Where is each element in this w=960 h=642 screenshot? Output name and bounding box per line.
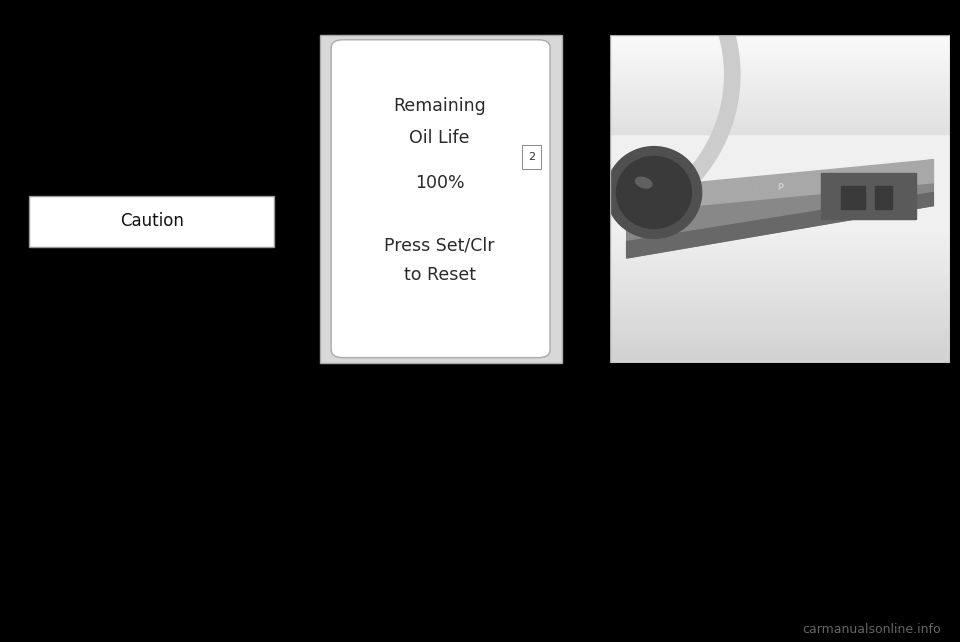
Circle shape: [616, 157, 691, 229]
Bar: [610, 300, 950, 304]
Bar: [610, 327, 950, 330]
FancyBboxPatch shape: [522, 145, 541, 169]
Ellipse shape: [636, 177, 652, 188]
Bar: [610, 62, 950, 65]
Bar: [610, 45, 950, 48]
Bar: [610, 127, 950, 130]
Bar: [610, 78, 950, 81]
Bar: [610, 320, 950, 324]
Bar: [610, 68, 950, 71]
Bar: [610, 65, 950, 68]
Bar: [610, 350, 950, 353]
FancyBboxPatch shape: [29, 196, 274, 247]
Bar: [610, 245, 950, 248]
Bar: [610, 261, 950, 265]
Bar: [610, 317, 950, 320]
Bar: [841, 186, 865, 209]
Bar: [610, 252, 950, 255]
FancyBboxPatch shape: [320, 35, 562, 363]
Circle shape: [606, 146, 702, 238]
Text: carmanualsonline.info: carmanualsonline.info: [803, 623, 941, 636]
Bar: [610, 258, 950, 261]
Text: Press Set/Clr: Press Set/Clr: [384, 237, 495, 255]
Bar: [610, 42, 950, 45]
FancyBboxPatch shape: [331, 40, 550, 358]
Bar: [610, 304, 950, 307]
Bar: [610, 232, 950, 235]
Text: Caution: Caution: [120, 213, 183, 230]
Bar: [610, 248, 950, 252]
Bar: [610, 71, 950, 74]
Bar: [610, 94, 950, 98]
Bar: [610, 35, 950, 39]
Bar: [610, 85, 950, 88]
Bar: [610, 58, 950, 62]
Bar: [610, 265, 950, 268]
Bar: [610, 74, 950, 78]
Bar: [610, 39, 950, 42]
Bar: [610, 330, 950, 333]
Bar: [610, 324, 950, 327]
Bar: [610, 268, 950, 271]
Bar: [610, 55, 950, 58]
Bar: [610, 333, 950, 336]
Bar: [610, 255, 950, 258]
Bar: [610, 52, 950, 55]
Text: P: P: [777, 183, 783, 192]
Bar: [610, 238, 950, 241]
Bar: [610, 297, 950, 300]
Bar: [610, 101, 950, 104]
Bar: [610, 48, 950, 52]
Bar: [610, 241, 950, 245]
Bar: [610, 104, 950, 107]
Bar: [610, 314, 950, 317]
Polygon shape: [627, 160, 933, 258]
Bar: [610, 281, 950, 284]
Bar: [610, 274, 950, 277]
Bar: [610, 124, 950, 127]
Bar: [610, 340, 950, 343]
Bar: [610, 130, 950, 134]
Text: 2: 2: [528, 152, 536, 162]
Bar: [610, 347, 950, 350]
Bar: [610, 294, 950, 297]
Bar: [610, 360, 950, 363]
Bar: [610, 310, 950, 314]
Bar: [610, 353, 950, 356]
Bar: [610, 235, 950, 238]
Bar: [610, 288, 950, 291]
Text: to Reset: to Reset: [403, 266, 476, 284]
Bar: [610, 356, 950, 360]
Text: 100%: 100%: [415, 174, 465, 192]
Bar: [610, 81, 950, 85]
Polygon shape: [627, 193, 933, 258]
Bar: [610, 121, 950, 124]
Bar: [610, 307, 950, 310]
Bar: [610, 88, 950, 91]
Text: Oil Life: Oil Life: [409, 129, 470, 147]
Bar: [610, 291, 950, 294]
Bar: [610, 336, 950, 340]
Bar: [610, 98, 950, 101]
Bar: [610, 284, 950, 288]
Bar: [610, 114, 950, 117]
Bar: [610, 91, 950, 94]
Bar: [610, 277, 950, 281]
Polygon shape: [627, 160, 933, 212]
Bar: [610, 110, 950, 114]
Bar: [610, 107, 950, 110]
Bar: [821, 173, 916, 219]
Text: Remaining: Remaining: [394, 97, 486, 115]
Bar: [610, 343, 950, 347]
Bar: [610, 117, 950, 121]
Text: ▲: ▲: [754, 184, 758, 191]
Bar: [876, 186, 893, 209]
Bar: [610, 271, 950, 274]
